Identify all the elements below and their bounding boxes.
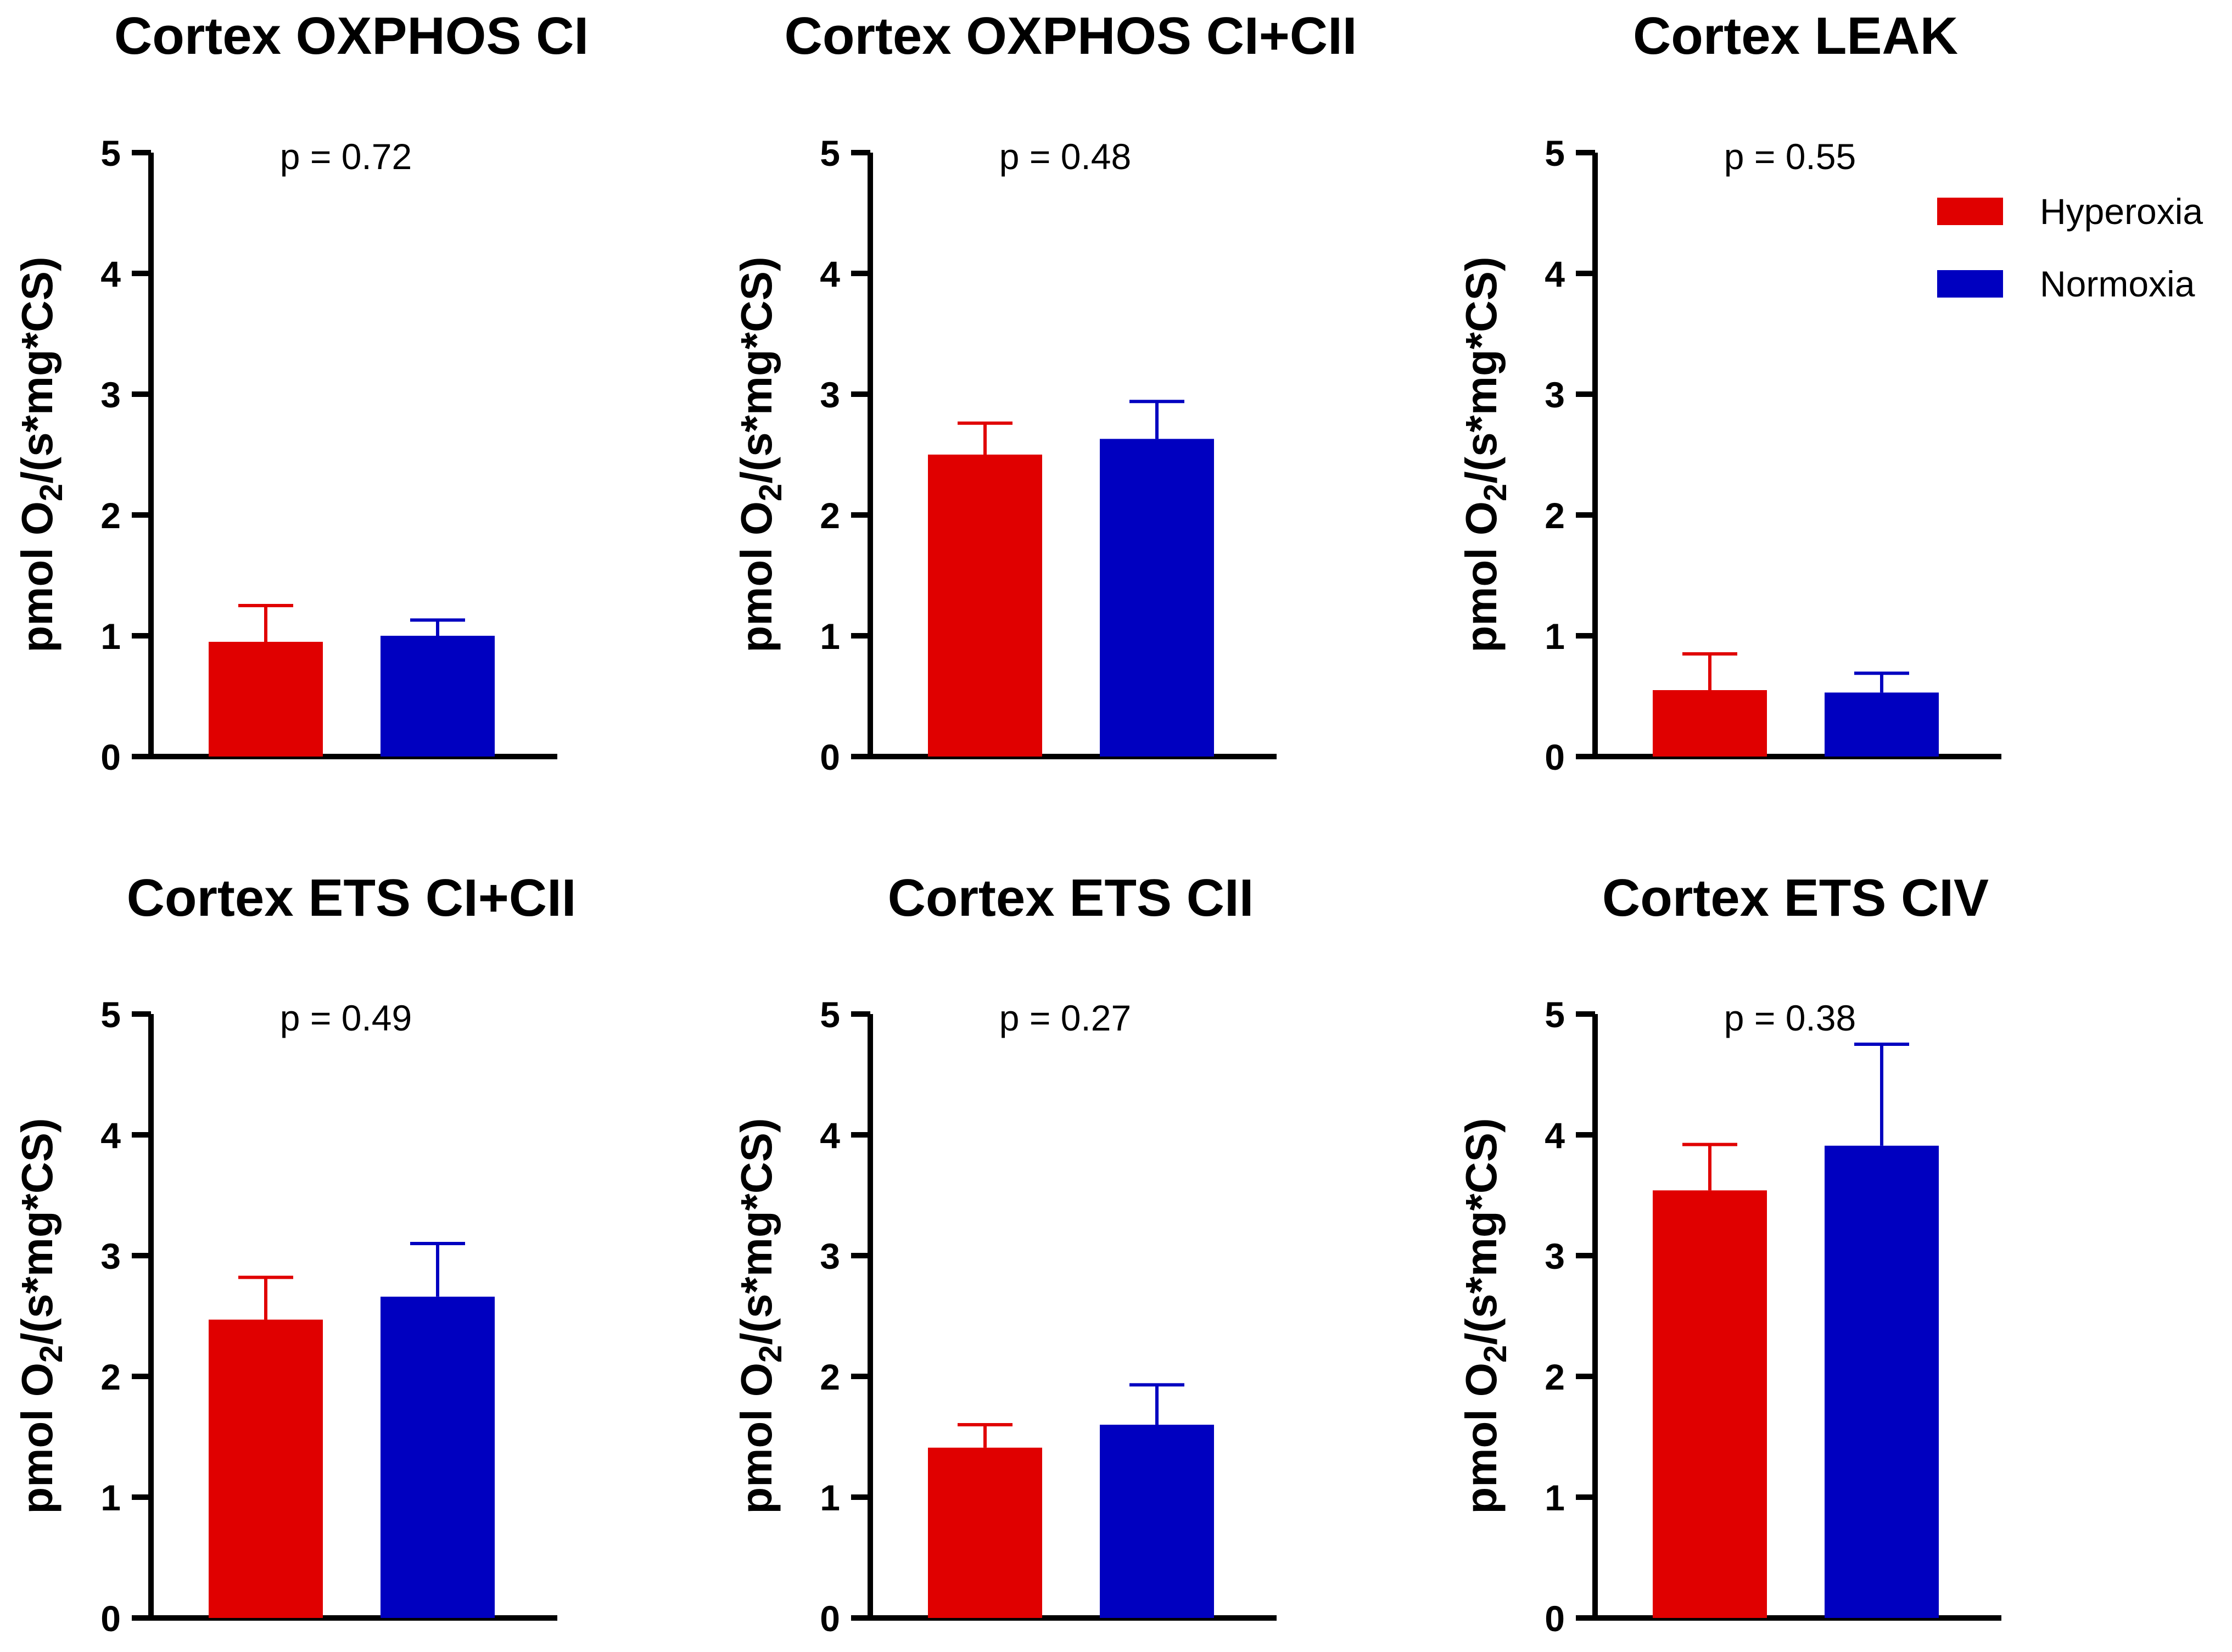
p-value-label: p = 0.55	[1724, 136, 1856, 177]
axes	[1592, 153, 2001, 759]
y-axis-label: pmol O2/(s*mg*CS)	[732, 1118, 788, 1514]
y-tick-label: 1	[820, 1477, 840, 1518]
bar-hyperoxia	[1653, 1190, 1767, 1618]
panel-1: Cortex OXPHOS CI p = 0.72 pmol O2/(s*mg*CS…	[13, 7, 589, 777]
y-tick-label: 0	[1545, 737, 1565, 777]
y-tick-label: 3	[100, 1236, 121, 1276]
p-value-label: p = 0.27	[999, 998, 1131, 1038]
y-tick-label: 5	[100, 994, 121, 1035]
panel-6: Cortex ETS CIV p = 0.38 pmol O2/(s*mg*CS) 0…	[1457, 869, 2001, 1639]
y-tick-label: 4	[1545, 1115, 1565, 1156]
bar-hyperoxia	[209, 1319, 323, 1618]
y-axis-label: pmol O2/(s*mg*CS)	[1457, 256, 1513, 652]
bar-normoxia	[1825, 692, 1939, 757]
y-axis-label: pmol O2/(s*mg*CS)	[732, 256, 788, 652]
panel-title: Cortex ETS CII	[888, 869, 1254, 927]
y-tick-label: 5	[1545, 133, 1565, 173]
panel-title: Cortex ETS CI+CII	[127, 869, 577, 927]
p-value-label: p = 0.49	[280, 998, 412, 1038]
y-tick-label: 2	[100, 495, 121, 536]
panel-title: Cortex OXPHOS CI	[114, 7, 589, 65]
y-tick-label: 2	[820, 495, 840, 536]
bar-normoxia	[1100, 439, 1214, 757]
y-tick-label: 3	[1545, 1236, 1565, 1276]
y-tick-label: 0	[820, 737, 840, 777]
p-value-label: p = 0.48	[999, 136, 1131, 177]
y-tick-label: 1	[100, 616, 121, 657]
p-value-label: p = 0.72	[280, 136, 412, 177]
y-axis-label: pmol O2/(s*mg*CS)	[13, 256, 69, 652]
y-axis-label: pmol O2/(s*mg*CS)	[1457, 1118, 1513, 1514]
y-tick-label: 1	[1545, 616, 1565, 657]
panel-3: Cortex LEAK p = 0.55 pmol O2/(s*mg*CS) 0 1 2 3…	[1457, 7, 2001, 777]
panel-2: Cortex OXPHOS CI+CII p = 0.48 pmol O2/(s*m…	[732, 7, 1357, 777]
y-tick-label: 2	[820, 1357, 840, 1397]
y-tick-label: 3	[820, 374, 840, 415]
y-tick-label: 3	[820, 1236, 840, 1276]
bar-hyperoxia	[928, 455, 1042, 757]
y-tick-label: 2	[100, 1357, 121, 1397]
y-tick-label: 5	[820, 994, 840, 1035]
legend: Hyperoxia Normoxia	[1937, 191, 2203, 304]
bar-hyperoxia	[928, 1447, 1042, 1618]
y-tick-label: 0	[1545, 1598, 1565, 1639]
y-tick-label: 4	[100, 254, 121, 294]
bar-normoxia	[1100, 1425, 1214, 1618]
bar-normoxia	[381, 1296, 495, 1618]
bar-normoxia	[1825, 1145, 1939, 1618]
y-tick-label: 1	[820, 616, 840, 657]
y-axis-label: pmol O2/(s*mg*CS)	[13, 1118, 69, 1514]
y-tick-label: 5	[820, 133, 840, 173]
y-tick-label: 2	[1545, 1357, 1565, 1397]
panel-5: Cortex ETS CII p = 0.27 pmol O2/(s*mg*CS) 0…	[732, 869, 1277, 1639]
panel-title: Cortex OXPHOS CI+CII	[785, 7, 1357, 65]
bar-hyperoxia	[209, 642, 323, 757]
y-tick-label: 1	[100, 1477, 121, 1518]
bar-hyperoxia	[1653, 690, 1767, 757]
y-tick-label: 5	[100, 133, 121, 173]
y-tick-label: 4	[100, 1115, 121, 1156]
y-tick-label: 4	[820, 254, 840, 294]
legend-swatch-hyperoxia	[1937, 198, 2003, 225]
bar-normoxia	[381, 636, 495, 757]
y-tick-label: 4	[820, 1115, 840, 1156]
y-tick-label: 0	[100, 737, 121, 777]
y-tick-label: 3	[1545, 374, 1565, 415]
panel-title: Cortex LEAK	[1633, 7, 1958, 65]
y-tick-label: 0	[820, 1598, 840, 1639]
legend-label-normoxia: Normoxia	[2040, 264, 2195, 304]
y-tick-label: 4	[1545, 254, 1565, 294]
y-tick-label: 2	[1545, 495, 1565, 536]
panel-4: Cortex ETS CI+CII p = 0.49 pmol O2/(s*mg*C…	[13, 869, 576, 1639]
y-tick-label: 0	[100, 1598, 121, 1639]
panel-title: Cortex ETS CIV	[1602, 869, 1989, 927]
y-tick-label: 3	[100, 374, 121, 415]
legend-swatch-normoxia	[1937, 270, 2003, 298]
y-tick-label: 1	[1545, 1477, 1565, 1518]
y-tick-label: 5	[1545, 994, 1565, 1035]
legend-label-hyperoxia: Hyperoxia	[2040, 191, 2203, 232]
p-value-label: p = 0.38	[1724, 998, 1856, 1038]
